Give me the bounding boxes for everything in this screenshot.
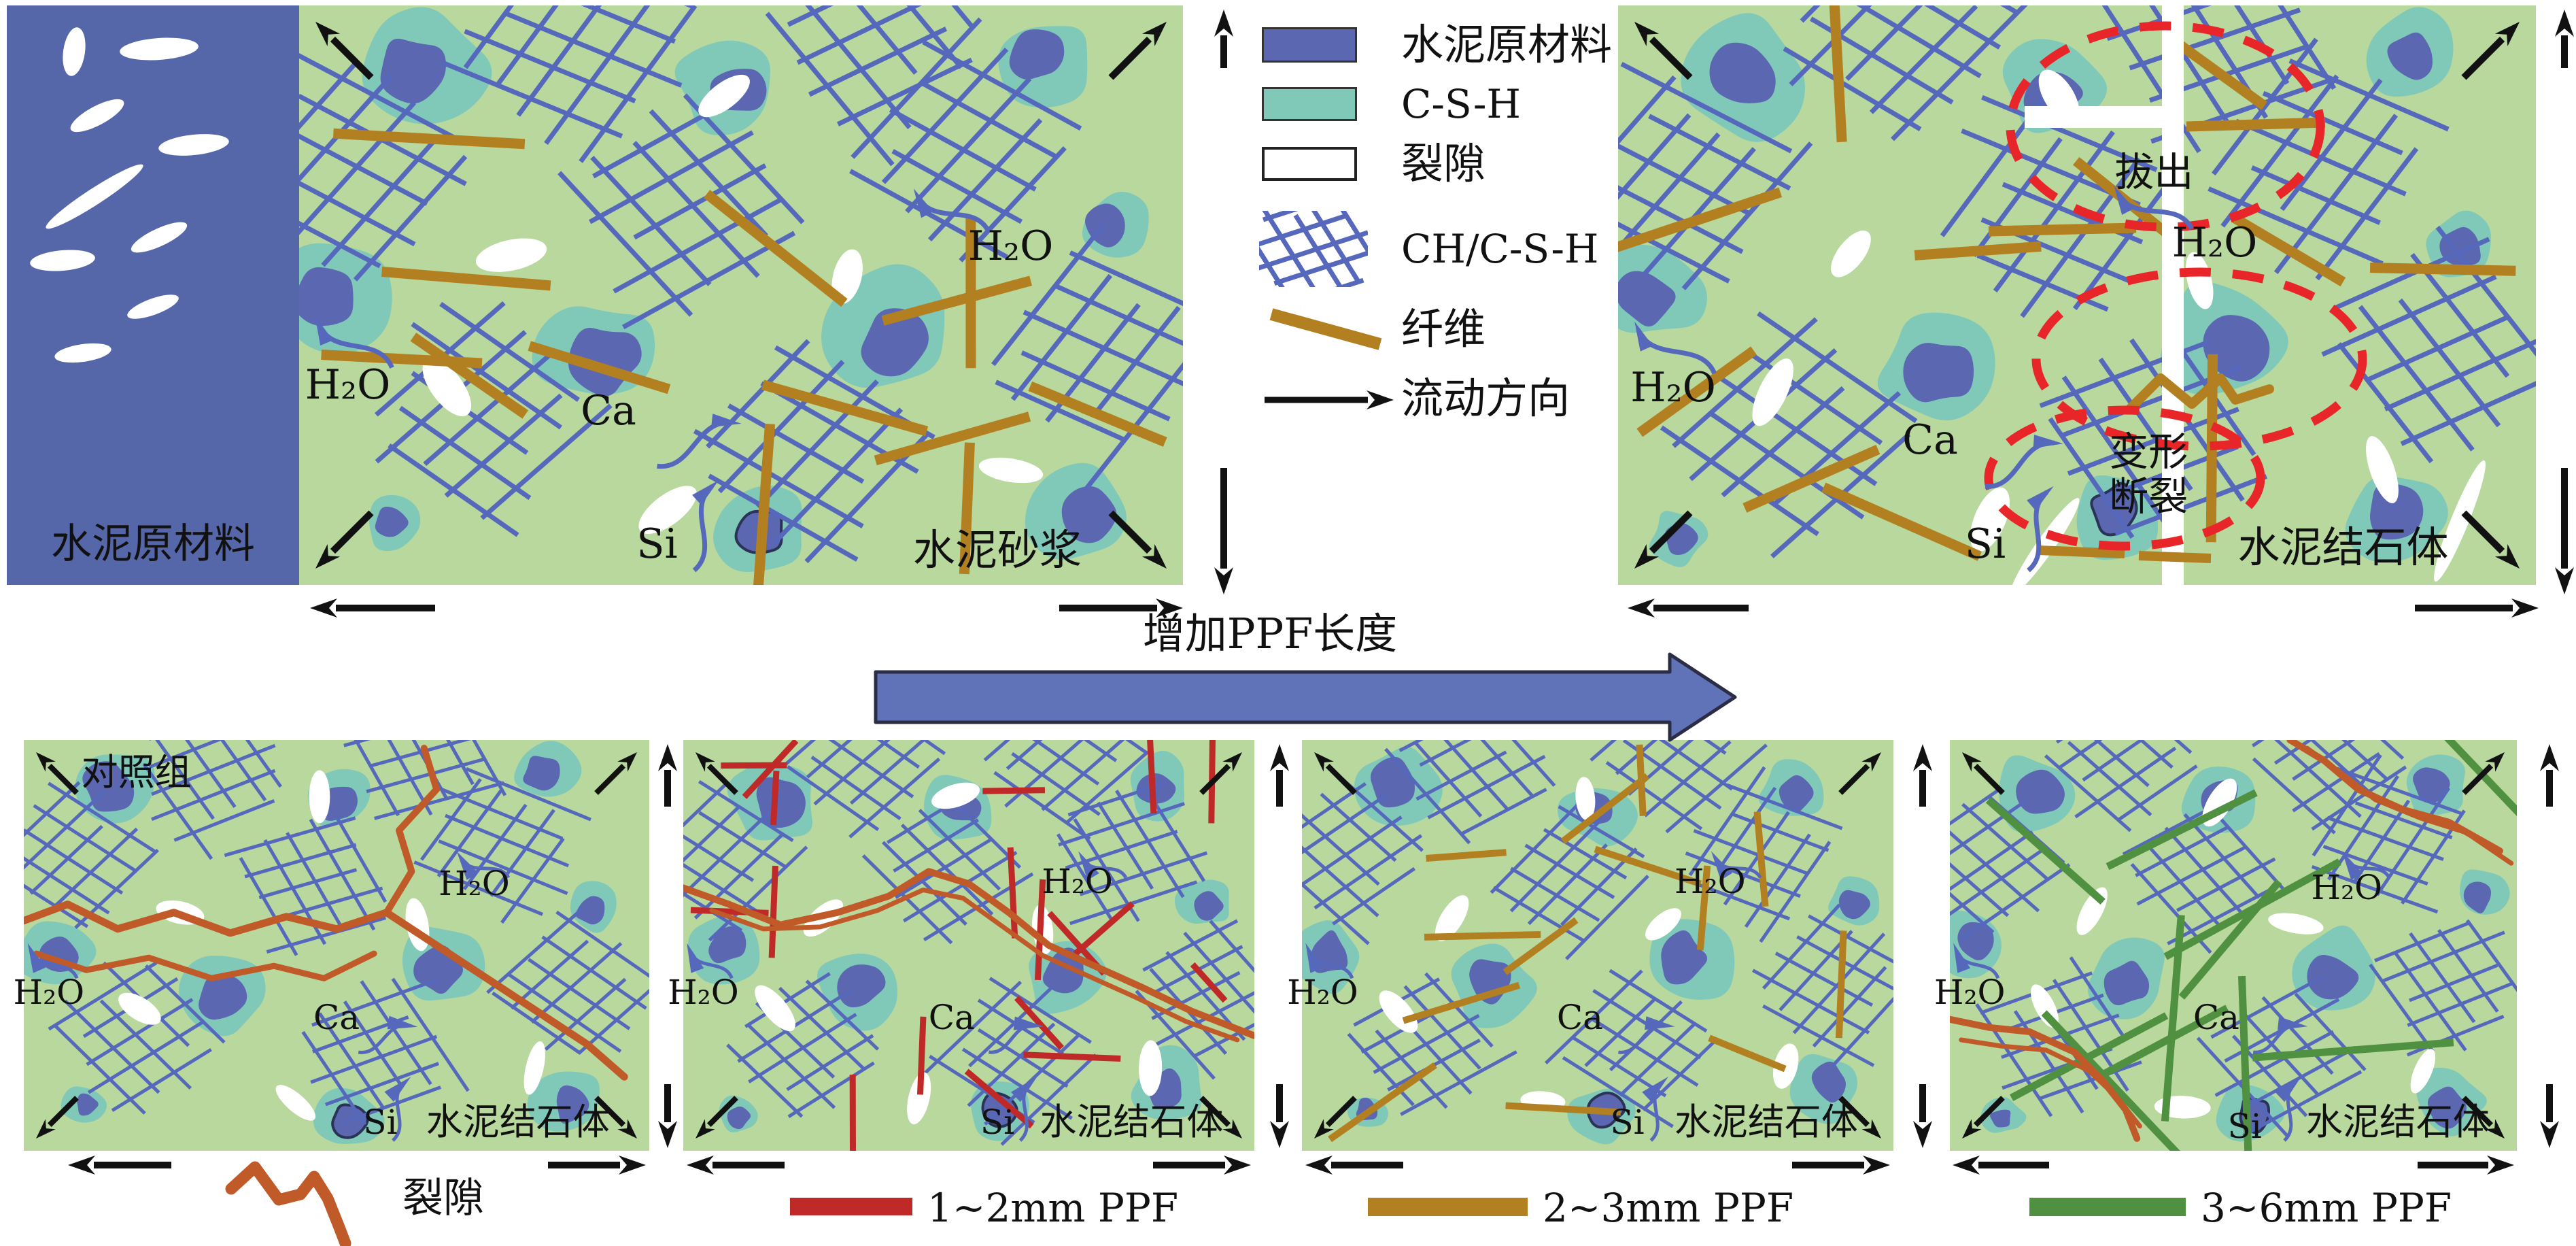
panel-ppf-3-6mm: H₂O Ca Si H₂O 水泥结石体 xyxy=(1934,740,2517,1151)
h2o-label-left: H₂O xyxy=(1934,973,2006,1013)
si-label: Si xyxy=(1610,1102,1645,1142)
si-label: Si xyxy=(980,1102,1015,1142)
crack-void-swatch xyxy=(1262,147,1357,181)
mortar-name-label: 水泥砂浆 xyxy=(912,524,1082,575)
h2o-label-right: H₂O xyxy=(1042,862,1113,902)
increase-ppf-length-label: 增加PPF长度 xyxy=(1142,609,1398,658)
ca-label: Ca xyxy=(928,997,975,1037)
cement-raw-swatch xyxy=(1262,27,1357,63)
ca-label: Ca xyxy=(1556,997,1603,1037)
h2o-label-left: H₂O xyxy=(305,361,391,409)
h2o-label-left: H₂O xyxy=(1630,364,1716,412)
stone-name-label: 水泥结石体 xyxy=(2305,1100,2490,1143)
ppf-3-6mm-swatch xyxy=(2029,1198,2186,1216)
ppf-3-6mm-graphic xyxy=(1950,740,2517,1151)
h2o-label-left: H₂O xyxy=(668,973,739,1013)
control-group-label: 对照组 xyxy=(81,751,192,794)
si-label: Si xyxy=(1964,520,2006,569)
raw-material-graphic xyxy=(7,5,299,585)
ca-label: Ca xyxy=(581,387,636,435)
ca-label: Ca xyxy=(1902,416,1958,464)
panel-control-group: 对照组 H₂O Ca Si H₂O 水泥结石体 xyxy=(13,740,649,1151)
csh-swatch xyxy=(1262,87,1357,121)
legend-label-ppf-3-6: 3~6mm PPF xyxy=(2201,1185,2452,1231)
fracture-label: 断裂 xyxy=(2109,473,2188,520)
stone-graphic xyxy=(1618,5,2536,585)
ch-csh-grid-icon xyxy=(1259,211,1368,287)
control-group-graphic xyxy=(24,740,649,1151)
h2o-label-right: H₂O xyxy=(439,864,510,904)
legend-label-ppf-1-2: 1~2mm PPF xyxy=(927,1185,1179,1231)
ca-label: Ca xyxy=(313,997,360,1037)
crack-wave-icon xyxy=(225,1161,351,1246)
panel-ppf-2-3mm: H₂O Ca Si H₂O 水泥结石体 xyxy=(1287,740,1893,1151)
deform-label: 变形 xyxy=(2109,428,2188,475)
h2o-label-right: H₂O xyxy=(967,222,1054,270)
si-label: Si xyxy=(636,520,678,569)
legend-label-csh: C-S-H xyxy=(1401,81,1522,127)
legend-label-chcsh: CH/C-S-H xyxy=(1401,226,1599,272)
legend-label-flow: 流动方向 xyxy=(1401,373,1570,423)
legend-label-fiber: 纤维 xyxy=(1401,304,1486,354)
increase-ppf-arrow xyxy=(874,652,1737,742)
stone-name-label: 水泥结石体 xyxy=(426,1100,610,1143)
legend-label-crack: 裂隙 xyxy=(402,1175,484,1222)
mortar-graphic xyxy=(299,5,1183,585)
si-label: Si xyxy=(363,1102,398,1142)
h2o-label-left: H₂O xyxy=(13,973,85,1013)
h2o-label-left: H₂O xyxy=(1287,973,1358,1013)
ppf-1-2mm-swatch xyxy=(790,1198,912,1215)
panel-ppf-1-2mm: H₂O Ca Si H₂O 水泥结石体 xyxy=(668,740,1254,1151)
stone-name-label: 水泥结石体 xyxy=(2237,522,2449,572)
ppf-2-3mm-graphic xyxy=(1302,740,1893,1151)
pullout-label: 拔出 xyxy=(2114,149,2194,196)
legend-label-raw: 水泥原材料 xyxy=(1401,20,1613,69)
h2o-label-right: H₂O xyxy=(2311,868,2383,908)
h2o-label-right: H₂O xyxy=(2171,219,2258,267)
ca-label: Ca xyxy=(2193,997,2240,1037)
legend-label-ppf-2-3: 2~3mm PPF xyxy=(1543,1185,1794,1231)
ppf-2-3mm-swatch xyxy=(1368,1198,1528,1216)
panel-cement-raw-material: 水泥原材料 xyxy=(7,5,299,585)
panel-cement-stone: H₂O Ca Si H₂O 拔出 变形 断裂 水泥结石体 xyxy=(1618,5,2536,585)
panel-cement-mortar: H₂O Ca Si H₂O 水泥砂浆 xyxy=(299,5,1183,585)
stone-name-label: 水泥结石体 xyxy=(1674,1100,1858,1143)
stone-name-label: 水泥结石体 xyxy=(1040,1100,1224,1143)
fiber-line-icon xyxy=(1269,308,1382,350)
ppf-1-2mm-graphic xyxy=(683,740,1254,1151)
raw-material-panel-label: 水泥原材料 xyxy=(51,520,255,569)
flow-direction-arrow-icon xyxy=(1265,390,1394,409)
si-label: Si xyxy=(2227,1106,2262,1146)
legend-label-void: 裂隙 xyxy=(1401,139,1486,188)
h2o-label-right: H₂O xyxy=(1674,862,1746,902)
